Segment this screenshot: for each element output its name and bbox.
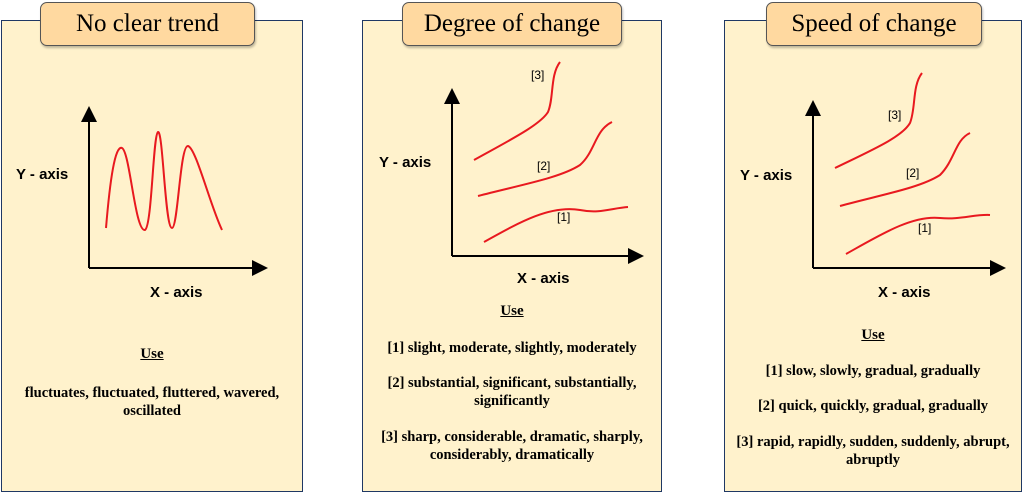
x-axis-label: X - axis (517, 270, 570, 287)
usage-degree-1: [1] slight, moderate, slightly, moderate… (387, 340, 637, 356)
use-heading: Use (500, 303, 524, 319)
x-axis-label: X - axis (150, 284, 203, 301)
panel-speed-of-change (724, 20, 1022, 492)
usage-degree-3: [3] sharp, considerable, dramatic, sharp… (381, 429, 643, 463)
usage-degree-2: [2] substantial, significant, substantia… (387, 375, 637, 409)
panel-title: Degree of change (402, 2, 622, 46)
y-axis-label: Y - axis (740, 167, 793, 184)
curve-label-3: [3] (531, 68, 545, 82)
fluctuating-curve (105, 130, 223, 232)
curve-3 (834, 72, 923, 169)
curve-label-1: [1] (918, 221, 932, 235)
panel-title: Speed of change (766, 2, 982, 46)
curve-2 (477, 121, 613, 197)
y-axis-label: Y - axis (379, 154, 432, 171)
y-axis-label: Y - axis (16, 166, 69, 183)
curve-label-2: [2] (537, 159, 551, 173)
curve-label-2: [2] (906, 166, 920, 180)
curve-1 (483, 206, 629, 243)
use-heading: Use (861, 327, 885, 343)
curve-label-1: [1] (557, 210, 571, 224)
curve-2 (839, 132, 971, 207)
panel-no-clear-trend (1, 20, 303, 492)
x-axis-label: X - axis (878, 284, 931, 301)
panel-title: No clear trend (40, 2, 255, 46)
usage-speed-1: [1] slow, slowly, gradual, gradually (765, 363, 981, 379)
usage-words: fluctuates, fluctuated, fluttered, waver… (24, 385, 280, 419)
curve-1 (845, 213, 991, 255)
usage-speed-3: [3] rapid, rapidly, sudden, suddenly, ab… (736, 434, 1010, 468)
use-heading: Use (140, 346, 164, 362)
curve-label-3: [3] (888, 108, 902, 122)
usage-speed-2: [2] quick, quickly, gradual, gradually (757, 398, 989, 414)
curve-3 (473, 61, 561, 161)
